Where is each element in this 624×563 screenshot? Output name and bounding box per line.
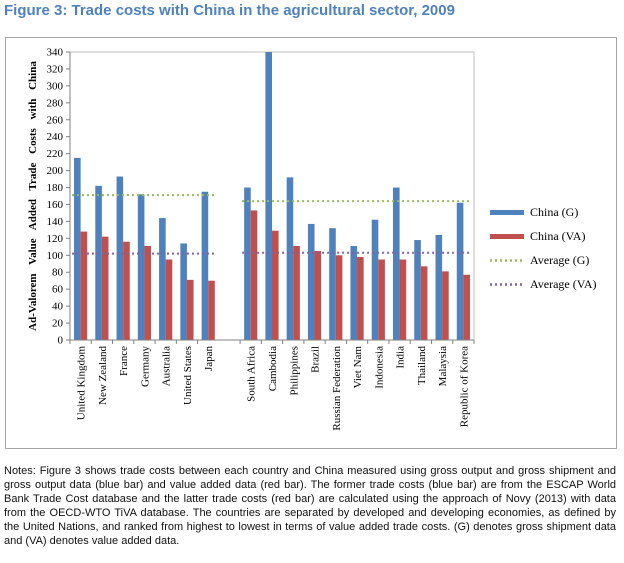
bar-china-va <box>463 274 470 340</box>
y-tick-label: 0 <box>58 335 64 347</box>
bar-china-va <box>272 230 279 340</box>
figure-notes: Notes: Figure 3 shows trade costs betwee… <box>4 465 616 547</box>
x-category-label: Indonesia <box>373 346 385 389</box>
bar-china-g <box>371 219 379 340</box>
average-lines-layer <box>72 194 472 255</box>
y-tick-label: 40 <box>52 301 64 313</box>
bar-china-g <box>116 176 124 340</box>
y-tick-label: 180 <box>47 182 64 194</box>
y-tick-label: 160 <box>47 199 64 211</box>
y-axis-title: Ad-Valorem Value Added Trade Costs with … <box>27 61 39 331</box>
bar-china-g <box>180 243 187 340</box>
x-category-label: Brazil <box>310 346 322 373</box>
legend-label: China (VA) <box>530 229 585 243</box>
bar-china-g <box>307 223 315 340</box>
y-tick-label: 340 <box>47 47 64 59</box>
legend-label: China (G) <box>530 205 578 219</box>
x-category-label: South Africa <box>246 346 258 402</box>
y-tick-label: 240 <box>47 131 64 143</box>
bar-layer <box>74 52 470 340</box>
bar-china-g <box>74 157 81 340</box>
x-category-label: Russian Federation <box>331 346 343 431</box>
x-category-label: Japan <box>203 346 215 372</box>
y-tick-label: 300 <box>47 80 64 92</box>
bar-china-va <box>165 259 173 340</box>
x-category-label: United States <box>182 346 194 405</box>
bar-china-g <box>414 240 421 340</box>
bar-china-va <box>144 245 152 340</box>
bar-china-g <box>201 191 209 340</box>
x-category-label: Thailand <box>416 346 428 386</box>
trade-cost-chart: 0 20 40 60 80 100 120 140 160 180 200 220 240 260 280 3… <box>27 47 597 431</box>
bar-china-va <box>378 259 385 340</box>
bar-china-va <box>293 245 300 340</box>
x-category-label: New Zealand <box>97 346 109 405</box>
bar-china-va <box>80 231 88 340</box>
legend-swatch-china-g <box>490 210 524 215</box>
x-category-label: Viet Nam <box>352 346 364 389</box>
y-tick-label: 100 <box>47 250 64 262</box>
chart-frame: 0 20 40 60 80 100 120 140 160 180 200 220 240 260 280 3… <box>5 37 617 449</box>
bar-china-g <box>329 228 336 340</box>
bar-china-g <box>265 52 272 340</box>
y-tick-label: 140 <box>47 216 64 228</box>
y-tick-label: 280 <box>47 97 64 109</box>
bar-china-va <box>442 271 449 340</box>
x-category-label: United Kingdom <box>76 346 88 421</box>
bar-china-g <box>350 245 358 340</box>
x-category-label: Germany <box>139 346 151 387</box>
x-category-label: India <box>395 346 407 369</box>
bar-china-g <box>456 202 464 340</box>
bar-china-va <box>101 236 109 340</box>
figure-title: Figure 3: Trade costs with China in the … <box>4 2 455 19</box>
bar-china-g <box>392 187 400 340</box>
bar-china-g <box>286 177 294 340</box>
y-tick-label: 20 <box>52 318 64 330</box>
bar-china-g <box>137 194 145 340</box>
legend-label: Average (G) <box>530 253 589 267</box>
bar-china-va <box>357 256 364 340</box>
x-category-label: Republic of Korea <box>458 346 470 427</box>
x-category-label: Cambodia <box>267 346 279 391</box>
bar-china-va <box>399 259 407 340</box>
legend: China (G) China (VA) Average (G) Average (V… <box>490 205 597 291</box>
bar-china-va <box>335 255 343 340</box>
x-category-label: Australia <box>161 346 173 386</box>
x-category-label: Philippines <box>288 346 300 396</box>
axis-layer: 0 20 40 60 80 100 120 140 160 180 200 220 240 260 280 3… <box>27 47 475 431</box>
bar-china-va <box>420 266 428 340</box>
y-tick-label: 220 <box>47 148 64 160</box>
legend-swatch-china-va <box>490 234 524 239</box>
bar-china-va <box>186 279 194 340</box>
y-tick-label: 120 <box>47 233 64 245</box>
x-category-label: Malaysia <box>437 346 449 386</box>
bar-china-g <box>95 185 102 340</box>
bar-china-g <box>435 234 443 340</box>
x-category-label: France <box>118 346 130 376</box>
bar-china-va <box>208 280 215 340</box>
bar-china-va <box>123 241 130 340</box>
y-tick-label: 200 <box>47 165 64 177</box>
bar-china-va <box>314 251 322 340</box>
bar-china-g <box>244 187 251 340</box>
bar-china-g <box>159 218 166 340</box>
y-tick-label: 60 <box>52 284 64 296</box>
y-tick-label: 260 <box>47 114 64 126</box>
legend-label: Average (VA) <box>530 277 597 291</box>
y-tick-label: 320 <box>47 63 64 75</box>
y-tick-label: 80 <box>52 267 64 279</box>
bar-china-va <box>250 210 258 340</box>
